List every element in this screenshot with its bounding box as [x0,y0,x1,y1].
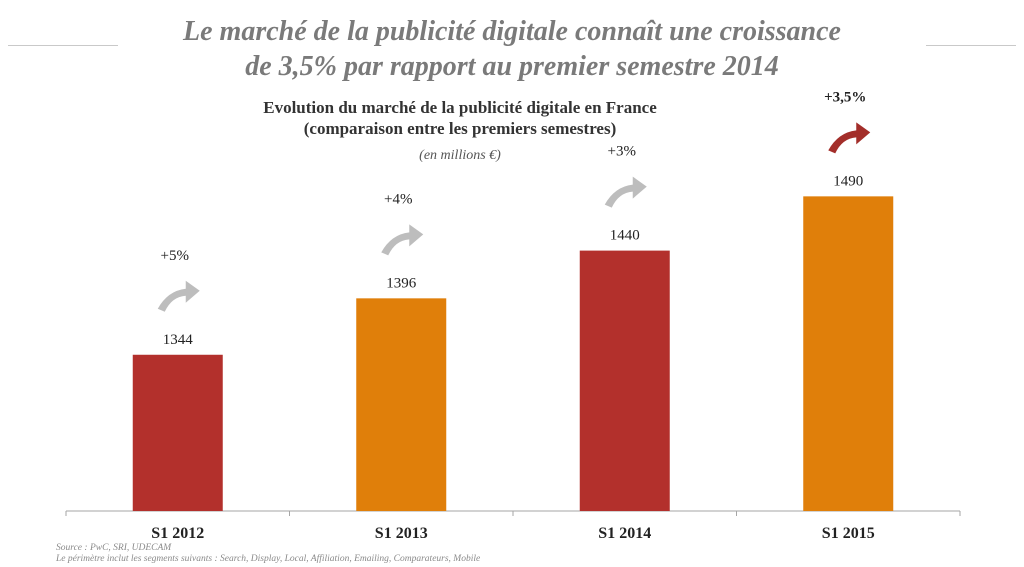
x-tick-label: S1 2013 [375,525,428,542]
title-rule-left [8,45,118,46]
bar [356,298,447,511]
growth-arrow-icon [381,224,424,256]
bar [579,250,670,511]
growth-arrow-shape [381,224,424,256]
bar [803,196,894,511]
footer-scope: Le périmètre inclut les segments suivant… [56,554,481,564]
growth-arrow-icon [157,280,200,312]
value-label: 1490 [833,173,863,189]
growth-label: +4% [384,191,412,207]
growth-label: +3,5% [824,89,866,105]
growth-label: +5% [161,248,189,264]
value-label: 1440 [610,228,640,244]
value-label: 1344 [163,332,194,348]
chart-title-line1: Evolution du marché de la publicité digi… [263,98,657,117]
footer-source: Source : PwC, SRI, UDECAM [56,543,172,553]
growth-arrow-icon [828,122,871,154]
chart-unit: (en millions €) [419,148,501,163]
page-title-line2: de 3,5% par rapport au premier semestre … [245,51,779,82]
growth-arrow-shape [828,122,871,154]
x-tick-label: S1 2014 [598,525,651,542]
page-title-line1: Le marché de la publicité digitale conna… [183,16,841,47]
x-tick-label: S1 2012 [151,525,204,542]
x-tick-label: S1 2015 [822,525,875,542]
growth-label: +3% [608,144,636,160]
chart-title-line2: (comparaison entre les premiers semestre… [303,119,617,138]
growth-arrow-shape [157,280,200,312]
growth-arrow-shape [604,176,647,208]
growth-arrow-icon [604,176,647,208]
value-label: 1396 [386,275,417,291]
title-rule-right [926,45,1016,46]
bar [132,354,223,511]
